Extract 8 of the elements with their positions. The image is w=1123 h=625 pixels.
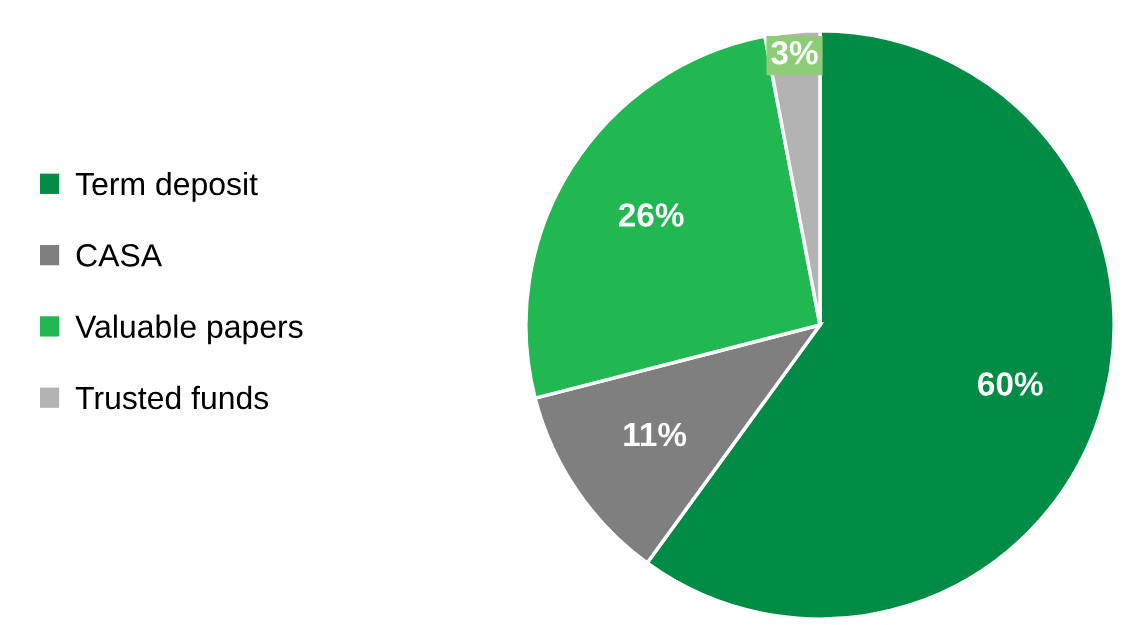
data-label: 26% <box>618 203 684 227</box>
legend-label: Trusted funds <box>75 385 269 410</box>
data-label: 60% <box>978 372 1043 396</box>
legend-label: Valuable papers <box>75 314 303 345</box>
data-label: 11% <box>624 422 687 447</box>
legend-label: Term deposit <box>75 171 258 202</box>
data-label: 3% <box>771 40 818 65</box>
legend-label: CASA <box>76 244 163 267</box>
